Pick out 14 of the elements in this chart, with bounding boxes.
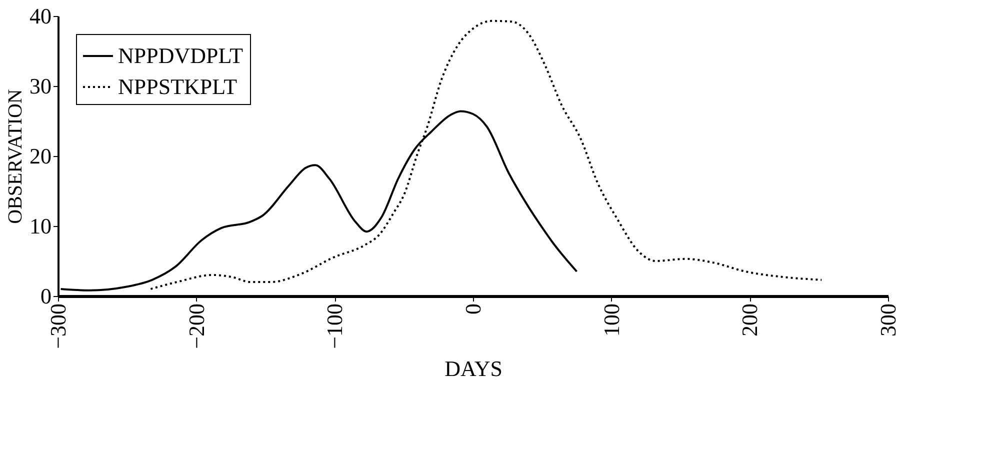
x-tick-label: 100 [598,304,624,336]
legend-label: NPPDVDPLT [118,43,244,68]
x-tick-label: 300 [876,304,900,336]
x-tick-label: −200 [184,304,209,349]
x-tick-label: 200 [737,304,762,336]
x-tick-label: −100 [322,304,348,349]
x-axis-title: DAYS [444,356,502,381]
y-tick-label: 30 [30,74,52,98]
y-tick-label: 40 [30,4,52,28]
y-tick-label: 10 [30,214,52,238]
legend-label: NPPSTKPLT [118,74,238,99]
x-tick-label: 0 [460,304,486,314]
y-axis-title: OBSERVATION [4,89,26,224]
y-tick-label: 20 [30,144,52,168]
